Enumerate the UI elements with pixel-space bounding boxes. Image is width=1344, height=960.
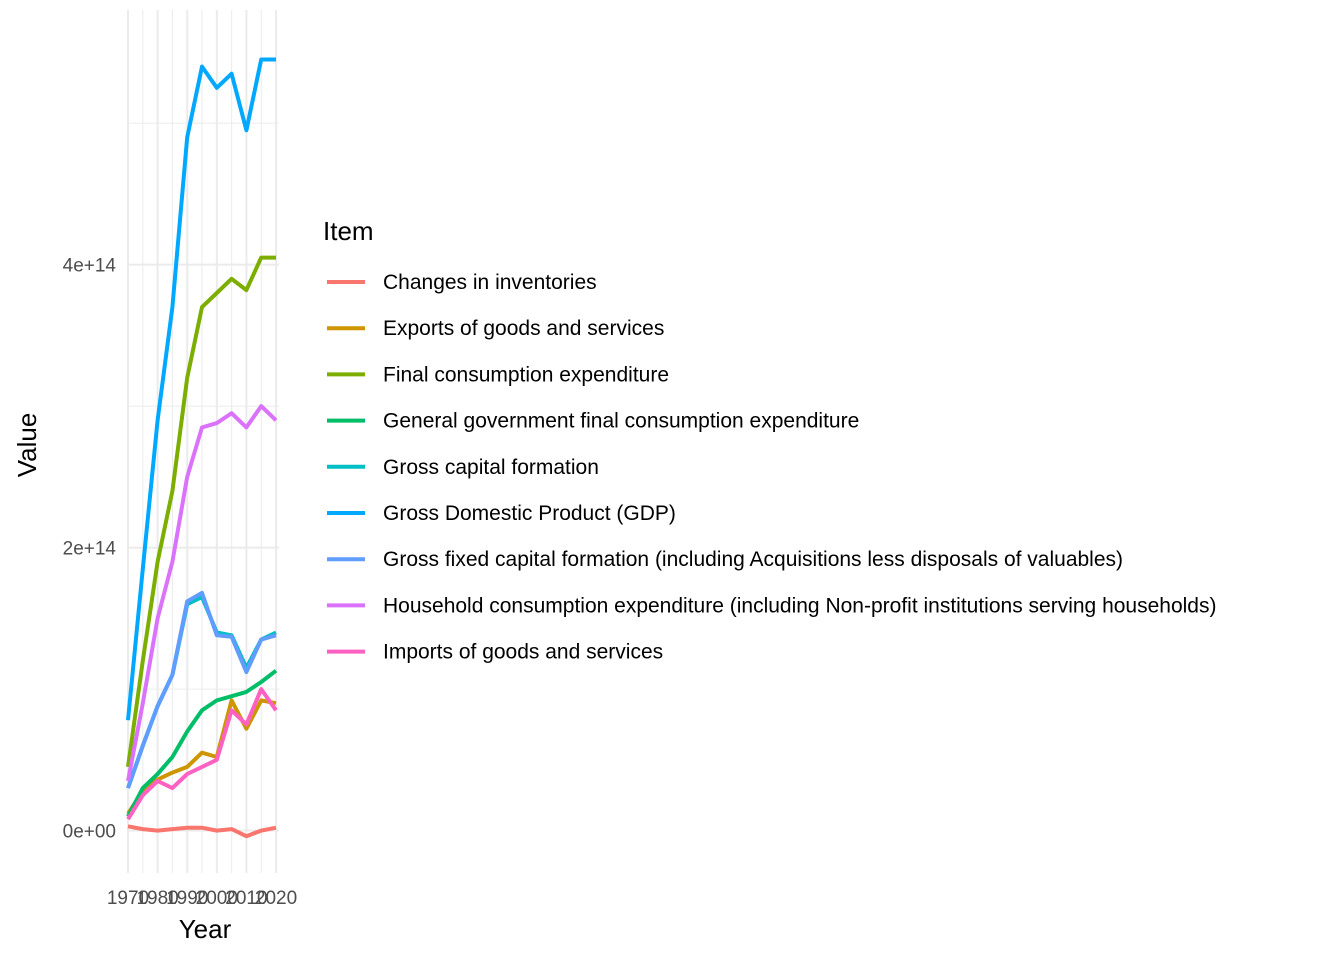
- legend-item: General government final consumption exp…: [327, 410, 859, 433]
- legend-label: Household consumption expenditure (inclu…: [383, 594, 1216, 617]
- series-lines: [126, 57, 278, 839]
- legend-label: Exports of goods and services: [383, 317, 664, 340]
- legend-label: Gross Domestic Product (GDP): [383, 502, 676, 525]
- legend: Item Changes in inventories Exports of go…: [323, 216, 1216, 664]
- legend-item: Exports of goods and services: [327, 317, 664, 340]
- legend-label: Imports of goods and services: [383, 641, 663, 664]
- series-line-5: [126, 57, 276, 721]
- legend-label: Gross fixed capital formation (including…: [383, 548, 1123, 571]
- legend-label: Gross capital formation: [383, 456, 599, 479]
- legend-item: Imports of goods and services: [327, 641, 663, 664]
- series-line-8: [126, 687, 278, 821]
- legend-item: Gross capital formation: [327, 456, 599, 479]
- grid-lines: [127, 10, 279, 873]
- legend-item: Gross fixed capital formation (including…: [327, 548, 1123, 571]
- y-tick-labels: 0e+00 2e+14 4e+14: [63, 256, 117, 843]
- x-tick-label: 2020: [255, 888, 297, 909]
- series-line-7: [126, 404, 278, 782]
- series-line-3: [126, 669, 278, 818]
- x-tick-label: 2010: [225, 888, 267, 909]
- y-tick-label: 0e+00: [63, 822, 116, 843]
- legend-label: General government final consumption exp…: [383, 410, 859, 433]
- x-axis-title: Year: [179, 914, 232, 944]
- legend-title: Item: [323, 216, 374, 246]
- x-tick-label: 1970: [107, 888, 149, 909]
- legend-item: Final consumption expenditure: [327, 363, 669, 386]
- series-line-0: [127, 824, 277, 839]
- y-axis-title: Value: [12, 413, 42, 478]
- legend-label: Changes in inventories: [383, 271, 597, 294]
- legend-label: Final consumption expenditure: [383, 363, 669, 386]
- series-line-2: [126, 255, 276, 768]
- legend-item: Gross Domestic Product (GDP): [327, 502, 676, 525]
- y-tick-label: 4e+14: [63, 256, 117, 277]
- legend-item: Household consumption expenditure (inclu…: [327, 594, 1216, 617]
- x-tick-label: 1980: [136, 888, 178, 909]
- x-tick-label: 2000: [196, 888, 238, 909]
- y-tick-label: 2e+14: [63, 539, 117, 560]
- x-tick-label: 1990: [166, 888, 208, 909]
- series-line-6: [126, 590, 277, 789]
- legend-item: Changes in inventories: [327, 271, 597, 294]
